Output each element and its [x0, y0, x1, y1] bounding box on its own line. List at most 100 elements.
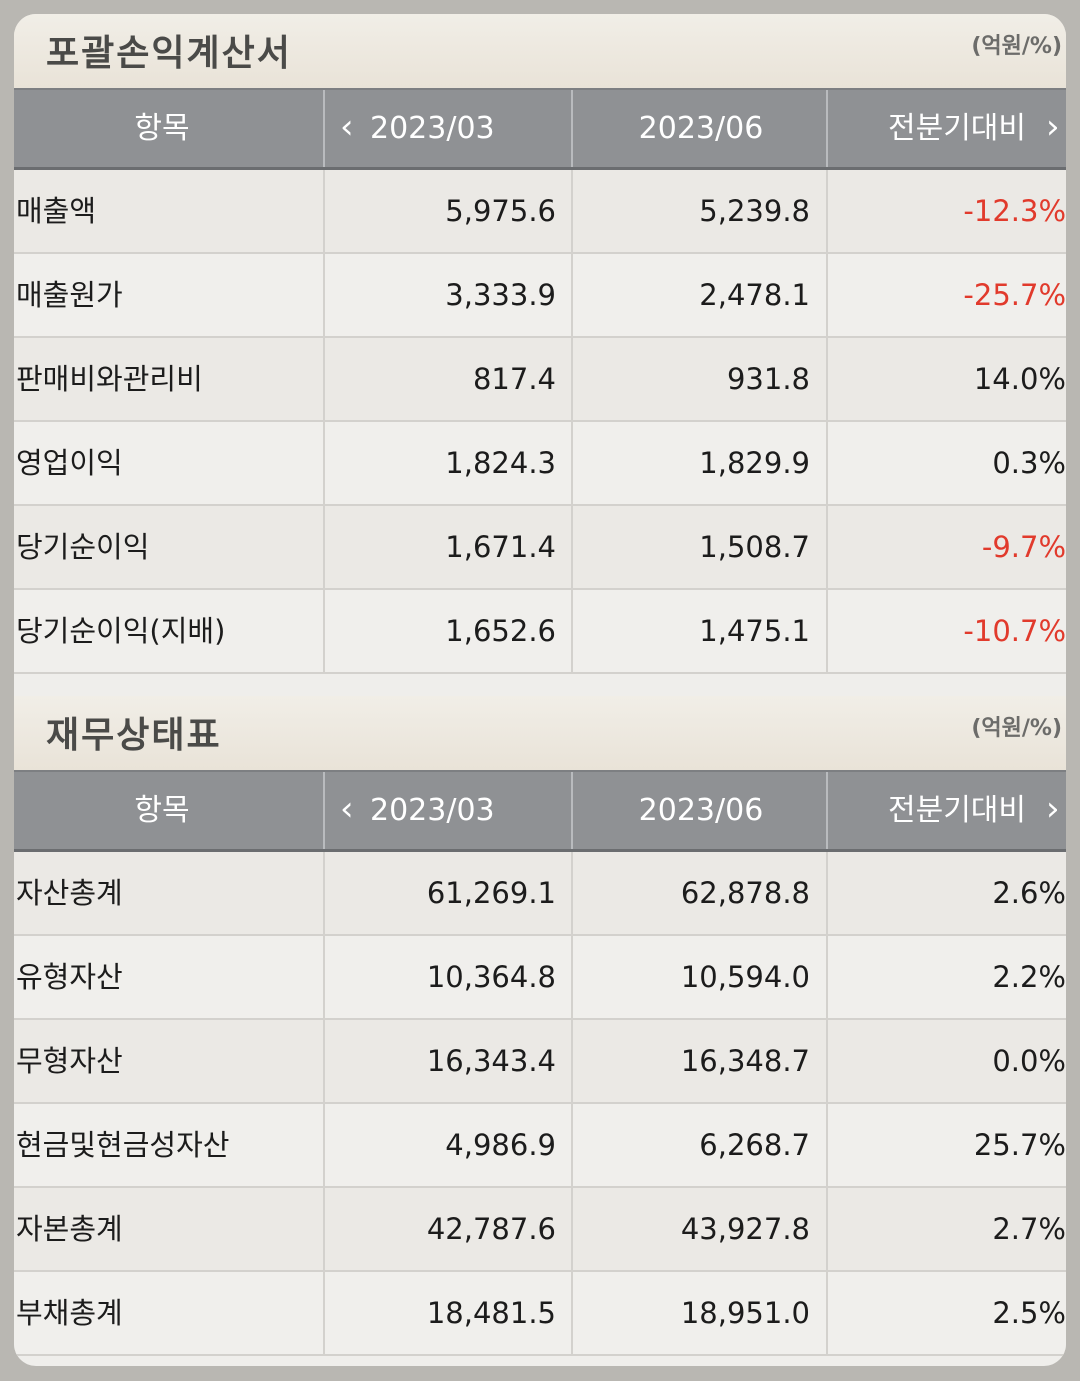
column-divider: [323, 1188, 325, 1272]
column-divider: [571, 170, 573, 254]
column-divider: [571, 338, 573, 422]
value-period-2: 1,475.1: [699, 614, 810, 648]
table-row[interactable]: 현금및현금성자산 4,986.9 6,268.7 25.7%: [14, 1104, 1066, 1188]
column-divider: [826, 936, 828, 1020]
value-qoq-change: 2.6%: [992, 876, 1066, 910]
column-divider: [323, 1104, 325, 1188]
table-body: 매출액 5,975.6 5,239.8 -12.3% 매출원가 3,333.9 2,478.…: [14, 170, 1066, 674]
section-header: 재무상태표 (억원/%): [14, 696, 1066, 770]
row-label: 판매비와관리비: [16, 362, 203, 396]
financial-summary-panel: 포괄손익계산서 (억원/%) 항목 ‹ 2023/03 2023/06 전분기대…: [14, 14, 1066, 1366]
value-period-2: 16,348.7: [680, 1044, 810, 1078]
column-divider: [571, 254, 573, 338]
table-header-row: 항목 ‹ 2023/03 2023/06 전분기대비 ›: [14, 88, 1066, 170]
table-row[interactable]: 당기순이익(지배) 1,652.6 1,475.1 -10.7%: [14, 590, 1066, 674]
value-qoq-change: 14.0%: [973, 362, 1066, 396]
column-divider: [323, 506, 325, 590]
column-divider: [826, 338, 828, 422]
column-divider: [571, 506, 573, 590]
row-label: 당기순이익: [16, 530, 150, 564]
table-row[interactable]: 당기순이익 1,671.4 1,508.7 -9.7%: [14, 506, 1066, 590]
table-row[interactable]: 매출원가 3,333.9 2,478.1 -25.7%: [14, 254, 1066, 338]
row-label: 매출액: [16, 194, 97, 228]
value-qoq-change: 0.3%: [992, 446, 1066, 480]
row-label: 자본총계: [16, 1212, 123, 1246]
value-period-2: 2,478.1: [699, 278, 810, 312]
value-period-2: 62,878.8: [680, 876, 810, 910]
value-period-1: 18,481.5: [426, 1296, 556, 1330]
value-period-2: 5,239.8: [699, 194, 810, 228]
row-label: 자산총계: [16, 876, 123, 910]
column-divider: [826, 1272, 828, 1356]
chevron-right-icon[interactable]: ›: [1046, 107, 1060, 147]
column-divider: [571, 1188, 573, 1272]
column-divider: [323, 852, 325, 936]
row-label: 영업이익: [16, 446, 123, 480]
column-divider: [571, 852, 573, 936]
value-period-2: 1,829.9: [699, 446, 810, 480]
table-row[interactable]: 유형자산 10,364.8 10,594.0 2.2%: [14, 936, 1066, 1020]
table-body: 자산총계 61,269.1 62,878.8 2.6% 유형자산 10,364.8 10,5…: [14, 852, 1066, 1356]
column-header-item: 항목: [134, 111, 190, 146]
value-period-2: 1,508.7: [699, 530, 810, 564]
value-period-2: 931.8: [726, 362, 810, 396]
table-row[interactable]: 영업이익 1,824.3 1,829.9 0.3%: [14, 422, 1066, 506]
column-header-item: 항목: [134, 793, 190, 828]
column-divider: [571, 422, 573, 506]
table-row[interactable]: 자산총계 61,269.1 62,878.8 2.6%: [14, 852, 1066, 936]
column-divider: [826, 254, 828, 338]
table-row[interactable]: 판매비와관리비 817.4 931.8 14.0%: [14, 338, 1066, 422]
column-divider: [323, 936, 325, 1020]
section-title: 재무상태표: [46, 715, 222, 756]
chevron-left-icon[interactable]: ‹: [340, 107, 354, 147]
value-period-1: 4,986.9: [445, 1128, 556, 1162]
column-divider: [323, 170, 325, 254]
chevron-left-icon[interactable]: ‹: [340, 789, 354, 829]
column-divider: [323, 254, 325, 338]
chevron-right-icon[interactable]: ›: [1046, 789, 1060, 829]
column-divider: [323, 1272, 325, 1356]
value-period-1: 5,975.6: [445, 194, 556, 228]
column-divider: [826, 1104, 828, 1188]
row-label: 무형자산: [16, 1044, 123, 1078]
value-period-1: 1,652.6: [445, 614, 556, 648]
value-period-1: 1,671.4: [445, 530, 556, 564]
column-header-period-2: 2023/06: [638, 111, 764, 146]
value-qoq-change: -12.3%: [963, 194, 1066, 228]
column-divider: [826, 590, 828, 674]
column-divider: [826, 1188, 828, 1272]
column-header-period-2: 2023/06: [638, 793, 764, 828]
value-qoq-change: 0.0%: [992, 1044, 1066, 1078]
table-row[interactable]: 자본총계 42,787.6 43,927.8 2.7%: [14, 1188, 1066, 1272]
table-header-row: 항목 ‹ 2023/03 2023/06 전분기대비 ›: [14, 770, 1066, 852]
column-divider: [826, 170, 828, 254]
unit-label: (억원/%): [971, 716, 1062, 741]
column-divider: [826, 422, 828, 506]
column-divider: [323, 590, 325, 674]
value-period-2: 10,594.0: [680, 960, 810, 994]
section-header: 포괄손익계산서 (억원/%): [14, 14, 1066, 88]
value-period-1: 1,824.3: [445, 446, 556, 480]
column-divider: [323, 338, 325, 422]
value-qoq-change: -9.7%: [981, 530, 1066, 564]
column-divider: [323, 1020, 325, 1104]
column-header-period-1: 2023/03: [370, 793, 495, 828]
value-period-1: 10,364.8: [426, 960, 556, 994]
column-divider: [571, 1020, 573, 1104]
value-qoq-change: 25.7%: [973, 1128, 1066, 1162]
column-divider: [571, 1104, 573, 1188]
column-header-qoq: 전분기대비: [888, 111, 1026, 146]
column-divider: [323, 422, 325, 506]
row-label: 매출원가: [16, 278, 123, 312]
value-qoq-change: -25.7%: [963, 278, 1066, 312]
row-label: 부채총계: [16, 1296, 123, 1330]
value-period-2: 43,927.8: [680, 1212, 810, 1246]
row-label: 유형자산: [16, 960, 123, 994]
table-row[interactable]: 무형자산 16,343.4 16,348.7 0.0%: [14, 1020, 1066, 1104]
row-label: 당기순이익(지배): [16, 614, 226, 648]
table-row[interactable]: 부채총계 18,481.5 18,951.0 2.5%: [14, 1272, 1066, 1356]
value-qoq-change: -10.7%: [963, 614, 1066, 648]
column-divider: [826, 852, 828, 936]
value-period-1: 61,269.1: [426, 876, 556, 910]
table-row[interactable]: 매출액 5,975.6 5,239.8 -12.3%: [14, 170, 1066, 254]
